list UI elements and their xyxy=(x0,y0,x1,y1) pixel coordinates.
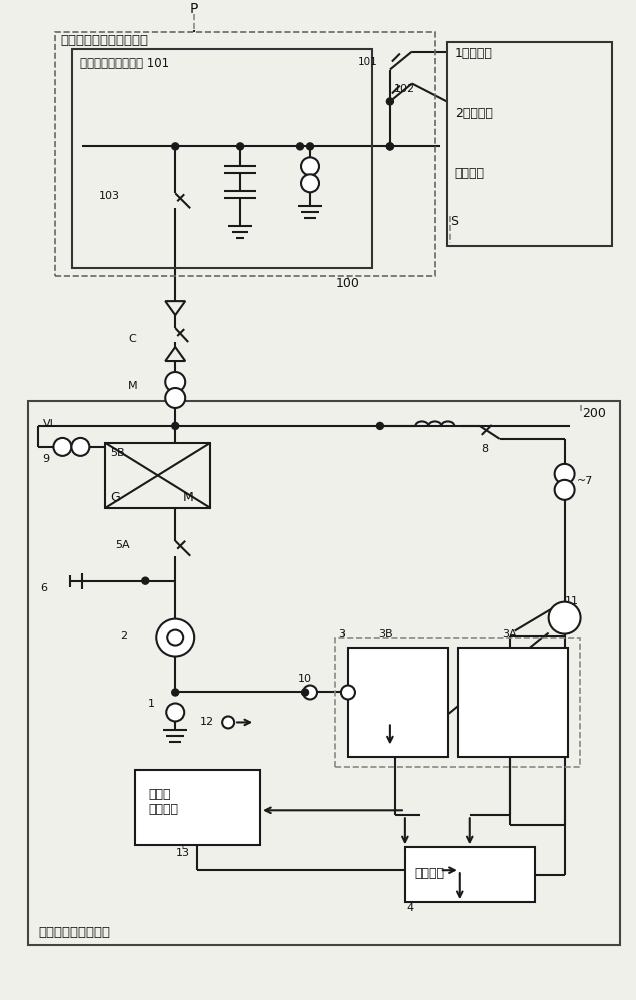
Text: M: M xyxy=(183,491,193,504)
Text: 5B: 5B xyxy=(110,448,125,458)
Circle shape xyxy=(53,438,71,456)
Text: V: V xyxy=(555,611,563,624)
Circle shape xyxy=(341,686,355,699)
Circle shape xyxy=(555,480,574,500)
Text: G: G xyxy=(110,491,120,504)
Circle shape xyxy=(301,157,319,175)
Circle shape xyxy=(549,602,581,634)
Bar xyxy=(405,847,535,902)
Circle shape xyxy=(387,98,394,105)
Text: 3: 3 xyxy=(338,629,345,639)
Text: 12: 12 xyxy=(200,717,214,727)
Circle shape xyxy=(303,686,317,699)
Text: 发电厂及发电厂开闭设备: 发电厂及发电厂开闭设备 xyxy=(60,34,148,47)
Bar xyxy=(55,32,435,276)
Circle shape xyxy=(301,174,319,192)
Text: 控制装置: 控制装置 xyxy=(415,867,445,880)
Text: P: P xyxy=(190,2,198,16)
Text: 11: 11 xyxy=(565,596,579,606)
Text: 6: 6 xyxy=(41,583,48,593)
Text: 发电厂高压开闭设备 101: 发电厂高压开闭设备 101 xyxy=(80,57,170,70)
Circle shape xyxy=(165,388,185,408)
Text: 103: 103 xyxy=(99,191,120,201)
Circle shape xyxy=(555,464,574,484)
Text: 2号输电线: 2号输电线 xyxy=(455,107,493,120)
Circle shape xyxy=(165,372,185,392)
Circle shape xyxy=(71,438,90,456)
Circle shape xyxy=(307,143,314,150)
Circle shape xyxy=(166,703,184,721)
Text: 101: 101 xyxy=(358,57,378,67)
Circle shape xyxy=(142,577,149,584)
Text: 可变速扬水发电系统: 可变速扬水发电系统 xyxy=(38,926,111,939)
Circle shape xyxy=(167,630,183,646)
Circle shape xyxy=(172,689,179,696)
Text: 3A: 3A xyxy=(502,629,517,639)
Bar xyxy=(106,443,210,508)
Bar xyxy=(348,648,448,757)
Text: 2: 2 xyxy=(120,631,127,641)
Circle shape xyxy=(237,143,244,150)
Circle shape xyxy=(301,689,308,696)
Text: 1号输电线: 1号输电线 xyxy=(455,47,493,60)
Text: 4: 4 xyxy=(407,903,414,913)
Circle shape xyxy=(172,422,179,429)
Circle shape xyxy=(296,143,303,150)
Circle shape xyxy=(156,619,194,657)
Bar xyxy=(73,49,372,268)
Text: 102: 102 xyxy=(394,84,415,94)
Text: 10: 10 xyxy=(298,674,312,684)
Text: VL: VL xyxy=(43,419,57,429)
Text: 8: 8 xyxy=(481,444,488,454)
Text: 1: 1 xyxy=(148,699,155,709)
Text: 13: 13 xyxy=(176,848,190,858)
Polygon shape xyxy=(165,347,185,361)
Text: 5A: 5A xyxy=(115,540,130,550)
Bar xyxy=(29,401,619,945)
Text: 9: 9 xyxy=(43,454,50,464)
Text: S: S xyxy=(450,215,458,228)
Text: ~7: ~7 xyxy=(577,476,593,486)
Circle shape xyxy=(222,716,234,728)
Bar xyxy=(447,42,612,246)
Circle shape xyxy=(387,143,394,150)
Circle shape xyxy=(377,422,384,429)
Bar xyxy=(335,638,579,767)
Text: 电力系统: 电力系统 xyxy=(455,167,485,180)
Text: 100: 100 xyxy=(336,277,360,290)
Text: 过电压
抑制装置: 过电压 抑制装置 xyxy=(148,788,178,816)
Circle shape xyxy=(387,143,394,150)
Circle shape xyxy=(172,143,179,150)
Polygon shape xyxy=(165,301,185,315)
Text: M: M xyxy=(128,381,138,391)
Text: 200: 200 xyxy=(583,407,607,420)
Bar xyxy=(135,770,260,845)
Text: 3B: 3B xyxy=(378,629,392,639)
Bar xyxy=(458,648,567,757)
Text: C: C xyxy=(128,334,136,344)
